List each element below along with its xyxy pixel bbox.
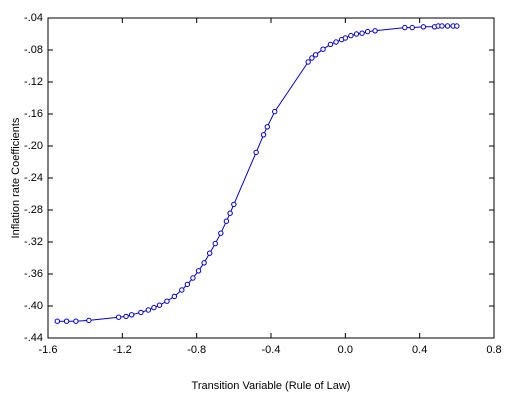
data-point bbox=[218, 230, 224, 236]
data-point bbox=[184, 281, 191, 288]
x-tick-label: -1.6 bbox=[39, 344, 58, 356]
y-axis-label: Inflation rate Coefficients bbox=[10, 117, 22, 238]
data-point bbox=[264, 124, 270, 130]
x-tick-label: -0.8 bbox=[187, 344, 206, 356]
data-point bbox=[156, 302, 163, 308]
y-tick-label: -.36 bbox=[24, 268, 43, 280]
data-point bbox=[145, 307, 152, 313]
data-point bbox=[206, 250, 213, 256]
data-point bbox=[420, 24, 427, 30]
data-point bbox=[327, 41, 334, 48]
y-tick-label: -.44 bbox=[24, 332, 43, 344]
data-point bbox=[312, 52, 319, 58]
data-point bbox=[123, 313, 129, 320]
x-tick-label: 0.0 bbox=[338, 344, 353, 356]
data-point bbox=[439, 23, 445, 29]
y-tick-label: -.12 bbox=[24, 76, 43, 88]
data-point bbox=[444, 23, 451, 29]
data-point bbox=[151, 304, 157, 311]
data-point bbox=[253, 149, 259, 156]
x-tick-label: 0.4 bbox=[412, 344, 427, 356]
data-point bbox=[179, 287, 185, 293]
data-point bbox=[231, 201, 237, 208]
data-point bbox=[364, 28, 371, 35]
data-point bbox=[138, 309, 144, 316]
x-tick-label: -0.4 bbox=[262, 344, 281, 356]
y-tick-label: -.04 bbox=[24, 12, 43, 24]
x-axis-label: Transition Variable (Rule of Law) bbox=[192, 380, 351, 392]
data-point bbox=[454, 23, 460, 29]
data-point bbox=[171, 293, 178, 300]
y-tick-label: -.08 bbox=[24, 44, 43, 56]
data-point bbox=[73, 318, 79, 324]
data-line bbox=[57, 25, 457, 322]
data-point bbox=[409, 24, 415, 31]
y-tick-label: -.24 bbox=[24, 172, 43, 184]
data-point bbox=[212, 240, 218, 247]
data-point bbox=[190, 275, 196, 281]
y-tick-label: -.32 bbox=[24, 236, 43, 248]
data-point bbox=[348, 32, 354, 39]
data-point bbox=[309, 55, 315, 61]
y-tick-label: -.16 bbox=[24, 108, 43, 120]
data-point bbox=[223, 218, 230, 224]
data-point bbox=[402, 24, 408, 31]
data-point bbox=[195, 268, 202, 274]
y-tick-label: -.28 bbox=[24, 204, 43, 216]
data-point bbox=[305, 59, 311, 65]
x-tick-label: 0.8 bbox=[486, 344, 501, 356]
data-point bbox=[86, 317, 92, 324]
data-point bbox=[260, 132, 267, 138]
data-point bbox=[227, 210, 233, 216]
data-point bbox=[359, 30, 365, 36]
data-point bbox=[333, 39, 339, 45]
y-tick-label: -.40 bbox=[24, 300, 43, 312]
data-point bbox=[320, 46, 326, 52]
plot-frame bbox=[47, 17, 495, 339]
data-point bbox=[115, 314, 122, 320]
data-point bbox=[54, 318, 60, 324]
data-point bbox=[164, 298, 170, 304]
y-tick-label: -.20 bbox=[24, 140, 43, 152]
data-point bbox=[201, 260, 207, 266]
data-point bbox=[128, 312, 135, 318]
data-point bbox=[353, 31, 360, 37]
data-point bbox=[372, 28, 378, 34]
x-tick-label: -1.2 bbox=[113, 344, 132, 356]
data-point bbox=[342, 35, 349, 41]
data-point bbox=[272, 108, 278, 115]
data-point bbox=[63, 318, 70, 324]
